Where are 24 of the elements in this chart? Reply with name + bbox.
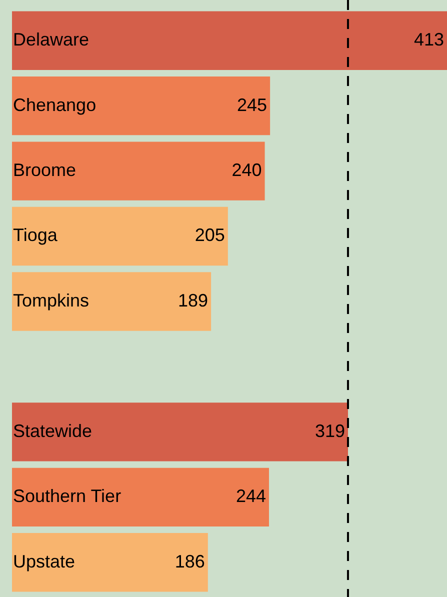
y-tick-label: Southern Tier [13,486,122,506]
bar [12,402,348,462]
y-tick-label: Chenango [13,94,96,115]
y-tick-label: Statewide [13,420,92,441]
y-tick-label: Tioga [13,225,58,246]
y-tick-label: Tompkins [13,290,90,310]
bar [12,468,269,527]
data-label: 413 [414,30,444,50]
data-label: 245 [237,94,268,115]
bar [12,206,228,266]
data-label: 186 [174,551,205,572]
bar [12,142,265,200]
y-tick-label: Broome [13,160,76,180]
data-label: 244 [236,486,266,506]
bar [12,533,208,592]
data-label: 205 [194,225,225,246]
data-label: 189 [178,290,208,310]
bar [12,76,270,136]
bar [12,11,447,70]
data-label: 319 [314,420,345,441]
bar [12,272,212,331]
data-label: 240 [232,160,262,180]
y-tick-label: Delaware [13,30,90,50]
y-tick-label: Upstate [13,551,76,572]
